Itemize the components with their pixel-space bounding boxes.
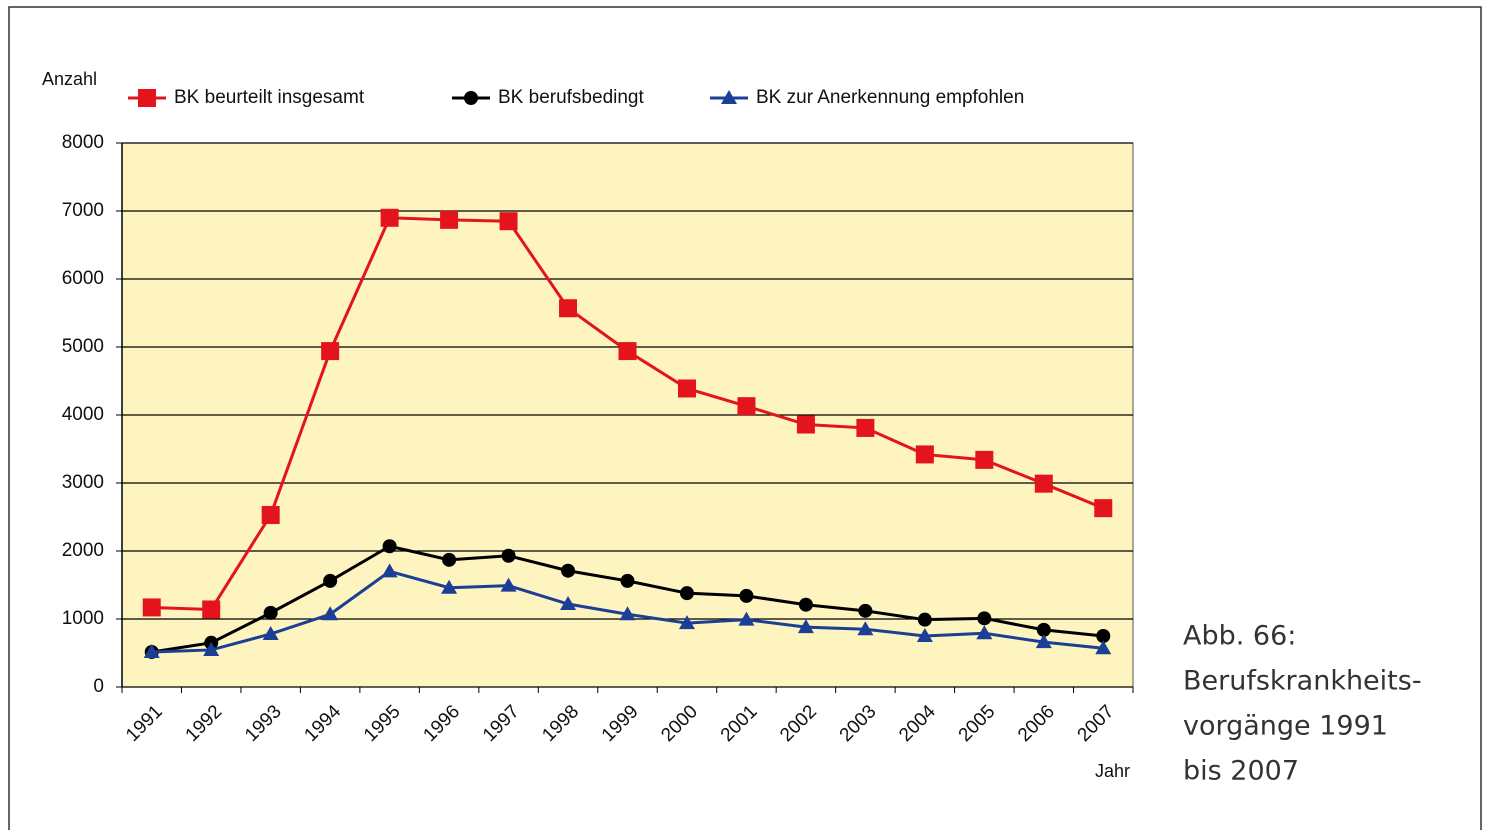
marker — [739, 588, 754, 603]
x-tick-label: 2005 — [955, 701, 1000, 746]
x-axis-label: Jahr — [1095, 761, 1130, 781]
marker — [322, 606, 339, 621]
y-tick-label: 8000 — [62, 132, 104, 153]
marker — [440, 210, 459, 229]
marker — [677, 379, 696, 398]
marker — [464, 91, 478, 105]
marker — [796, 415, 815, 434]
x-tick-label: 1992 — [182, 701, 227, 746]
marker — [142, 598, 161, 617]
marker — [323, 573, 338, 588]
caption: bis 2007 — [1183, 756, 1299, 787]
y-axis-label: Anzahl — [42, 69, 97, 89]
marker — [916, 628, 933, 642]
y-tick-label: 0 — [93, 676, 104, 697]
marker — [738, 611, 755, 626]
marker — [856, 418, 875, 437]
marker — [975, 450, 994, 469]
marker — [721, 90, 737, 104]
x-tick-label: 1999 — [598, 701, 643, 746]
x-tick-label: 2004 — [895, 701, 940, 746]
marker — [1036, 622, 1051, 637]
frame — [8, 6, 1482, 830]
marker — [977, 611, 992, 626]
marker — [619, 606, 636, 621]
marker — [1034, 474, 1053, 493]
marker — [261, 505, 280, 524]
marker — [678, 615, 695, 630]
legend-label: BK zur Anerkennung empfohlen — [756, 87, 1024, 108]
caption: Berufskrankheits- — [1183, 666, 1422, 697]
y-tick-label: 3000 — [62, 472, 104, 493]
marker — [561, 563, 576, 578]
x-tick-label: 1994 — [300, 701, 345, 746]
x-tick-label: 1996 — [419, 701, 464, 746]
marker — [138, 89, 156, 107]
x-tick-label: 2000 — [657, 701, 702, 746]
marker — [263, 605, 278, 620]
x-tick-label: 1995 — [360, 701, 405, 746]
marker — [143, 643, 160, 658]
y-tick-label: 7000 — [62, 200, 104, 221]
y-tick-label: 1000 — [62, 608, 104, 629]
marker — [321, 342, 340, 361]
marker — [858, 603, 873, 618]
marker — [381, 563, 398, 578]
marker — [797, 619, 814, 634]
marker — [559, 299, 578, 318]
legend-label: BK beurteilt insgesamt — [174, 87, 365, 108]
marker — [202, 600, 221, 619]
x-tick-label: 2001 — [717, 701, 762, 746]
marker — [380, 208, 399, 227]
marker — [679, 586, 694, 601]
marker — [737, 397, 756, 416]
x-tick-label: 1991 — [122, 701, 167, 746]
caption: vorgänge 1991 — [1183, 711, 1388, 742]
x-tick-label: 2007 — [1074, 701, 1119, 746]
marker — [1096, 629, 1111, 643]
marker — [917, 612, 932, 627]
marker — [441, 579, 458, 594]
marker — [501, 548, 516, 563]
marker — [620, 573, 635, 588]
y-tick-label: 5000 — [62, 336, 104, 357]
marker — [857, 621, 874, 636]
marker — [499, 212, 518, 231]
x-tick-label: 2003 — [836, 701, 881, 746]
marker — [442, 552, 457, 567]
y-tick-label: 4000 — [62, 404, 104, 425]
y-tick-label: 2000 — [62, 540, 104, 561]
marker — [1035, 634, 1052, 649]
x-tick-label: 1998 — [538, 701, 583, 746]
marker — [1094, 499, 1113, 518]
marker — [262, 625, 279, 640]
marker — [382, 539, 397, 554]
legend-label: BK berufsbedingt — [498, 87, 644, 108]
marker — [560, 596, 577, 611]
x-tick-label: 1997 — [479, 701, 524, 746]
marker — [1095, 640, 1112, 655]
marker — [915, 445, 934, 464]
y-tick-label: 6000 — [62, 268, 104, 289]
marker — [203, 641, 220, 656]
caption: Abb. 66: — [1183, 621, 1296, 652]
marker — [618, 342, 637, 361]
marker — [798, 597, 813, 612]
x-tick-label: 2002 — [776, 701, 821, 746]
x-tick-label: 2006 — [1014, 701, 1059, 746]
marker — [976, 625, 993, 640]
x-tick-label: 1993 — [241, 701, 286, 746]
marker — [500, 577, 517, 592]
